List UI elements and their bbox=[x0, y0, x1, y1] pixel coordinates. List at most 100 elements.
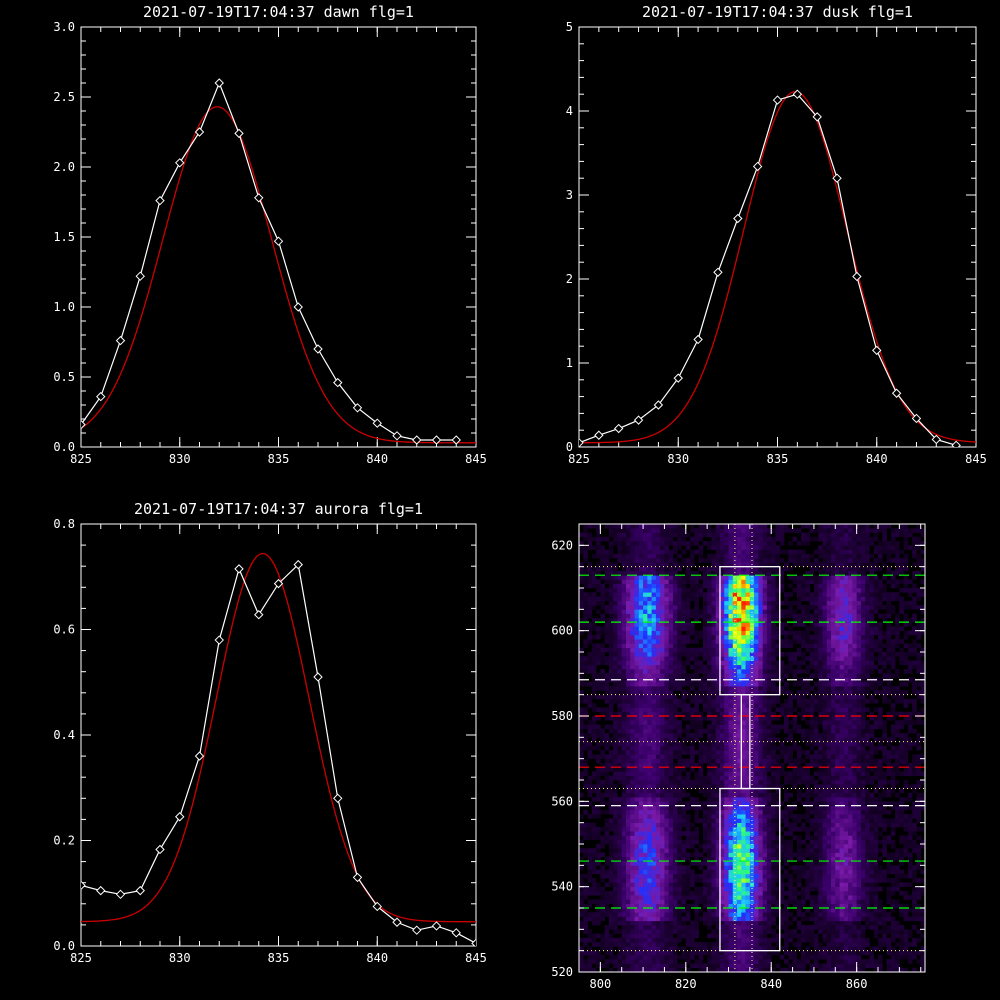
data-point-marker bbox=[135, 885, 145, 896]
heatmap-cell bbox=[886, 822, 892, 828]
heatmap-cell bbox=[672, 733, 678, 738]
heatmap-cell bbox=[779, 912, 785, 917]
heatmap-cell bbox=[668, 762, 674, 768]
heatmap-cell bbox=[681, 698, 687, 704]
heatmap-cell bbox=[831, 750, 836, 755]
heatmap-cell bbox=[600, 728, 605, 734]
heatmap-cell bbox=[647, 775, 652, 781]
heatmap-cell bbox=[771, 916, 776, 922]
heatmap-cell bbox=[907, 852, 913, 858]
heatmap-cell bbox=[886, 716, 892, 721]
heatmap-cell bbox=[762, 959, 768, 964]
heatmap-cell bbox=[843, 788, 849, 794]
heatmap-cell bbox=[604, 707, 610, 713]
heatmap-cell bbox=[801, 937, 806, 943]
heatmap-cell bbox=[647, 873, 652, 879]
heatmap-cell bbox=[784, 724, 789, 730]
heatmap-cell bbox=[672, 903, 678, 909]
heatmap-cell bbox=[865, 720, 870, 725]
heatmap-cell bbox=[647, 814, 652, 819]
heatmap-cell bbox=[643, 954, 648, 960]
heatmap-cell bbox=[587, 835, 593, 841]
heatmap-cell bbox=[655, 784, 661, 789]
heatmap-cell bbox=[792, 716, 798, 721]
heatmap-cell bbox=[784, 873, 789, 879]
heatmap-cell bbox=[873, 771, 879, 777]
heatmap-cell bbox=[839, 890, 845, 896]
heatmap-cell bbox=[758, 839, 763, 845]
heatmap-cell bbox=[737, 844, 742, 849]
heatmap-cell bbox=[579, 745, 584, 751]
heatmap-cell bbox=[655, 886, 661, 892]
heatmap-cell bbox=[634, 814, 640, 819]
heatmap-cell bbox=[852, 797, 857, 802]
heatmap-cell bbox=[805, 950, 810, 956]
heatmap-cell bbox=[895, 771, 900, 777]
heatmap-cell bbox=[809, 758, 815, 764]
heatmap-cell bbox=[630, 954, 635, 960]
heatmap-cell bbox=[895, 878, 900, 883]
heatmap-cell bbox=[660, 728, 665, 734]
heatmap-cell bbox=[878, 784, 883, 789]
heatmap-cell bbox=[715, 703, 721, 708]
heatmap-cell bbox=[878, 707, 883, 713]
heatmap-cell bbox=[621, 750, 627, 755]
heatmap-cell bbox=[664, 758, 669, 764]
heatmap-cell bbox=[728, 784, 734, 789]
heatmap-cell bbox=[604, 788, 610, 794]
heatmap-cell bbox=[754, 690, 759, 695]
heatmap-cell bbox=[843, 950, 849, 956]
heatmap-cell bbox=[728, 886, 734, 892]
heatmap-cell bbox=[771, 908, 776, 913]
heatmap-cell bbox=[608, 818, 614, 823]
heatmap-cell bbox=[660, 878, 665, 883]
heatmap-cell bbox=[899, 754, 904, 759]
heatmap-cell bbox=[766, 762, 772, 768]
heatmap-cell bbox=[766, 792, 772, 798]
heatmap-cell bbox=[826, 745, 832, 751]
heatmap-cell bbox=[600, 908, 605, 913]
heatmap-cell bbox=[754, 844, 759, 849]
heatmap-cell bbox=[672, 869, 678, 875]
heatmap-cell bbox=[869, 762, 875, 768]
heatmap-cell bbox=[771, 805, 776, 811]
heatmap-cell bbox=[613, 698, 618, 704]
heatmap-cell bbox=[852, 767, 857, 772]
heatmap-cell bbox=[758, 822, 763, 828]
heatmap-cell bbox=[651, 963, 657, 969]
heatmap-cell bbox=[865, 805, 870, 811]
heatmap-cell bbox=[728, 745, 734, 751]
heatmap-cell bbox=[766, 861, 772, 866]
heatmap-cell bbox=[660, 698, 665, 704]
heatmap-cell bbox=[621, 767, 627, 772]
heatmap-cell bbox=[621, 908, 627, 913]
heatmap-cell bbox=[771, 873, 776, 879]
heatmap-cell bbox=[647, 754, 652, 759]
heatmap-cell bbox=[608, 728, 614, 734]
heatmap-cell bbox=[831, 797, 836, 802]
heatmap-cell bbox=[681, 716, 687, 721]
heatmap-cell bbox=[634, 771, 640, 777]
heatmap-cell bbox=[596, 724, 601, 730]
heatmap-cell bbox=[907, 954, 913, 960]
heatmap-cell bbox=[617, 903, 623, 909]
heatmap-cell bbox=[813, 792, 819, 798]
heatmap-cell bbox=[732, 788, 738, 794]
heatmap-cell bbox=[758, 869, 763, 875]
heatmap-cell bbox=[775, 886, 781, 892]
heatmap-cell bbox=[698, 767, 704, 772]
heatmap-cell bbox=[869, 711, 875, 717]
heatmap-cell bbox=[873, 848, 879, 853]
heatmap-cell bbox=[608, 967, 614, 973]
heatmap-cell bbox=[886, 762, 892, 768]
heatmap-cell bbox=[749, 724, 755, 730]
heatmap-cell bbox=[758, 762, 763, 768]
heatmap-cell bbox=[801, 903, 806, 909]
heatmap-cell bbox=[737, 899, 742, 905]
heatmap-cell bbox=[873, 788, 879, 794]
heatmap-cell bbox=[707, 805, 712, 811]
heatmap-cell bbox=[741, 767, 746, 772]
heatmap-cell bbox=[848, 916, 853, 922]
heatmap-cell bbox=[630, 822, 635, 828]
heatmap-cell bbox=[625, 954, 631, 960]
